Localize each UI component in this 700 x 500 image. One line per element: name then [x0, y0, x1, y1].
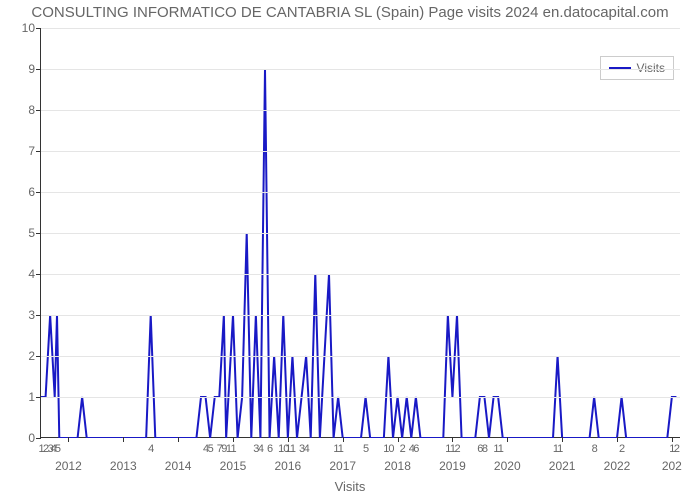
visits-line: [41, 69, 676, 438]
ytick-label: 2: [28, 349, 41, 363]
legend-label: Visits: [637, 61, 665, 75]
ytick-label: 9: [28, 62, 41, 76]
gridline: [41, 28, 680, 29]
xtick-minor-label: 2: [454, 437, 459, 455]
xtick-minor-label: 6: [413, 437, 418, 455]
xtick-minor-label: 4: [148, 437, 153, 455]
gridline: [41, 192, 680, 193]
xtick-minor-label: 5: [208, 437, 213, 455]
xtick-year-label: 2013: [110, 437, 137, 473]
ytick-label: 7: [28, 144, 41, 158]
gridline: [41, 315, 680, 316]
gridline: [41, 69, 680, 70]
xtick-minor-label: 8: [592, 437, 597, 455]
ytick-label: 8: [28, 103, 41, 117]
ytick-label: 6: [28, 185, 41, 199]
xtick-minor-label: 11: [493, 437, 502, 455]
xtick-minor-label: 10: [383, 437, 393, 455]
xtick-minor-label: 11: [333, 437, 342, 455]
plot-area: Visits 012345678910201220132014201520162…: [40, 28, 680, 438]
xtick-minor-label: 5: [363, 437, 368, 455]
xtick-minor-label: 2: [674, 437, 679, 455]
xtick-minor-label: 2: [400, 437, 405, 455]
gridline: [41, 233, 680, 234]
chart-container: CONSULTING INFORMATICO DE CANTABRIA SL (…: [0, 0, 700, 500]
gridline: [41, 397, 680, 398]
xtick-minor-label: 6: [267, 437, 272, 455]
xtick-minor-label: 1: [290, 437, 295, 455]
xtick-minor-label: 8: [482, 437, 487, 455]
xtick-minor-label: 11: [553, 437, 562, 455]
gridline: [41, 274, 680, 275]
ytick-label: 10: [22, 21, 41, 35]
xtick-minor-label: 5: [55, 437, 60, 455]
xtick-year-label: 2022: [604, 437, 631, 473]
xtick-minor-label: 4: [258, 437, 263, 455]
xtick-minor-label: 1: [230, 437, 235, 455]
gridline: [41, 151, 680, 152]
gridline: [41, 110, 680, 111]
gridline: [41, 356, 680, 357]
xtick-minor-label: 2: [619, 437, 624, 455]
ytick-label: 3: [28, 308, 41, 322]
ytick-label: 5: [28, 226, 41, 240]
chart-title: CONSULTING INFORMATICO DE CANTABRIA SL (…: [0, 4, 700, 21]
xtick-year-label: 2014: [165, 437, 192, 473]
legend: Visits: [600, 56, 674, 80]
xtick-minor-label: 4: [304, 437, 309, 455]
ytick-label: 1: [28, 390, 41, 404]
x-axis-label: Visits: [0, 479, 700, 494]
ytick-label: 4: [28, 267, 41, 281]
